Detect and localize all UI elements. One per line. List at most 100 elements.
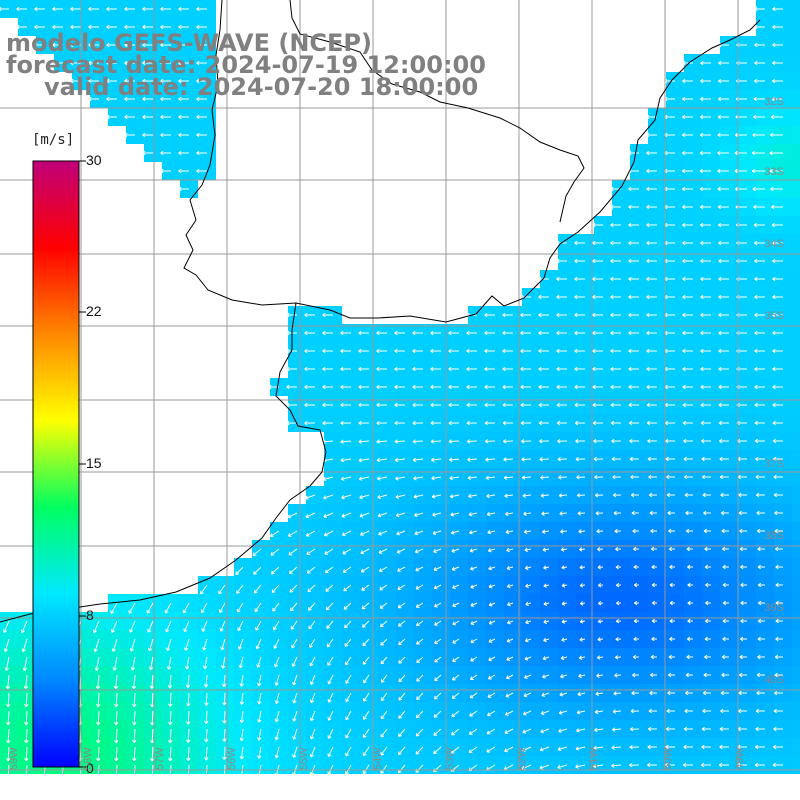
wind-arrow [628, 294, 639, 300]
wind-arrow [772, 294, 783, 300]
wind-arrow [322, 366, 333, 372]
wind-arrow [646, 204, 657, 210]
wind-arrow [754, 24, 765, 30]
wind-arrow [70, 24, 81, 30]
wind-arrow [448, 330, 459, 336]
wind-arrow [718, 240, 729, 246]
wind-arrow [592, 366, 603, 372]
wind-arrow [700, 60, 711, 66]
wind-arrow [773, 474, 783, 480]
wind-arrow [682, 294, 693, 300]
wind-arrow [430, 330, 441, 336]
wind-arrow [449, 457, 460, 462]
wind-arrow [574, 294, 585, 300]
wind-arrow [646, 312, 657, 318]
wind-arrow [699, 168, 711, 174]
wind-arrow [610, 294, 621, 300]
wind-arrow [754, 60, 765, 66]
wind-cell [792, 18, 800, 36]
wind-arrow [484, 330, 495, 336]
wind-arrow [70, 42, 81, 48]
wind-arrow [142, 60, 153, 66]
wind-arrow [646, 240, 657, 246]
wind-arrow [752, 132, 765, 138]
colorbar-tick-label: 8 [86, 607, 94, 623]
wind-cell [792, 72, 800, 90]
wind-arrow [376, 420, 388, 426]
wind-arrow [682, 348, 693, 354]
wind-arrow [106, 96, 117, 102]
wind-arrow [718, 348, 729, 354]
wind-arrow [718, 60, 729, 66]
wind-arrow [196, 132, 207, 138]
wind-cell [792, 126, 800, 144]
wind-arrow [682, 204, 693, 210]
wind-arrow [556, 276, 567, 282]
wind-arrow [771, 222, 783, 228]
wind-arrow [646, 186, 657, 192]
wind-arrow [682, 366, 693, 372]
wind-arrow [592, 420, 604, 426]
wind-arrow [754, 240, 765, 246]
wind-arrow [556, 258, 567, 264]
wind-cell [792, 720, 800, 738]
lon-label: 55W [298, 747, 310, 770]
wind-arrow [430, 457, 442, 463]
wind-arrow [646, 150, 657, 156]
wind-cell [792, 36, 800, 54]
wind-arrow [772, 6, 783, 12]
wind-cell [792, 702, 800, 720]
wind-arrow [718, 222, 729, 228]
wind-cell [792, 144, 800, 162]
wind-arrow [754, 42, 765, 48]
wind-arrow [753, 96, 765, 102]
wind-arrow [558, 475, 568, 480]
wind-arrow [412, 402, 423, 408]
wind-arrow [340, 476, 352, 481]
wind-cell [792, 576, 800, 594]
wind-arrow [503, 439, 514, 444]
wind-arrow [682, 402, 693, 408]
wind-arrow [772, 276, 783, 282]
wind-arrow [412, 348, 423, 354]
wind-arrow [556, 330, 567, 336]
wind-arrow [412, 330, 423, 336]
wind-arrow [376, 384, 387, 390]
wind-arrow [682, 150, 693, 156]
lon-label: 54W [372, 747, 384, 770]
lon-label: 59W [8, 747, 20, 770]
wind-arrow [700, 366, 711, 372]
wind-arrow [178, 78, 189, 84]
wind-arrow [322, 476, 334, 482]
wind-arrow [630, 474, 640, 480]
wind-arrow [772, 42, 783, 48]
wind-arrow [322, 402, 333, 408]
wind-arrow [106, 24, 117, 30]
wind-arrow [701, 474, 711, 480]
wind-arrow [646, 330, 657, 336]
wind-arrow [394, 384, 405, 390]
wind-cell [792, 414, 800, 432]
wind-arrow [142, 96, 153, 102]
wind-arrow [88, 78, 99, 84]
wind-arrow [556, 402, 567, 408]
wind-arrow [124, 6, 135, 12]
wind-arrow [160, 96, 171, 102]
wind-arrow [556, 312, 567, 318]
wind-arrow [322, 420, 334, 426]
wind-arrow [754, 276, 765, 282]
wind-arrow [502, 420, 514, 426]
wind-arrow [700, 258, 711, 264]
wind-arrow [358, 439, 370, 444]
wind-arrow [575, 457, 586, 462]
lat-label: 37S [764, 458, 784, 470]
wind-arrow [646, 402, 657, 408]
wind-arrow [610, 366, 621, 372]
lon-label: 53W [444, 747, 456, 770]
wind-arrow [592, 240, 603, 246]
wind-arrow [684, 474, 693, 480]
wind-arrow [755, 456, 765, 462]
wind-arrow [142, 78, 153, 84]
wind-arrow [52, 60, 63, 66]
wind-cell [792, 324, 800, 342]
